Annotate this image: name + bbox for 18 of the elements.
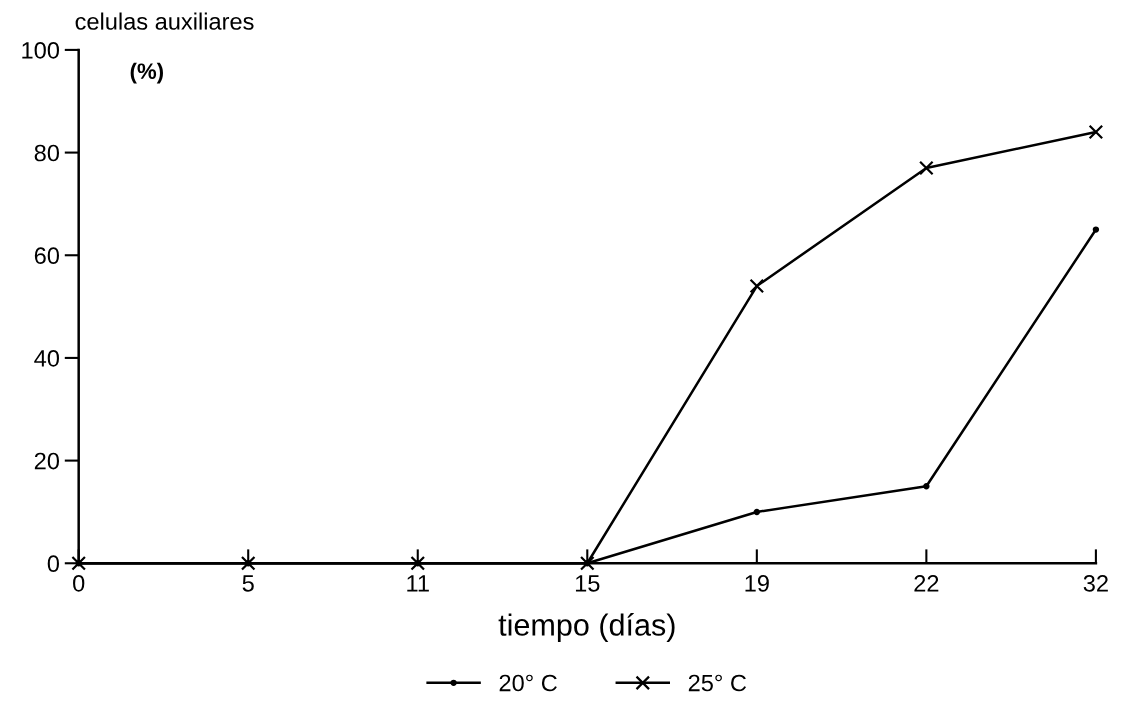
y-tick-label: 80: [34, 144, 60, 162]
legend-label: 20° C: [499, 674, 557, 692]
x-tick-label: 11: [407, 575, 429, 592]
x-tick-label: 0: [73, 575, 85, 592]
x-tick-label: 15: [575, 575, 600, 592]
y-tick-label: 0: [47, 555, 60, 573]
legend-label: 25° C: [688, 674, 747, 692]
y-tick-label: 20: [34, 452, 60, 470]
x-tick-label: 5: [242, 575, 254, 592]
x-tick-label: 32: [1083, 575, 1108, 592]
y-tick-label: 60: [34, 247, 60, 265]
x-tick-label: 19: [745, 575, 769, 592]
y-tick-label: 40: [34, 349, 60, 367]
y-tick-label: 100: [22, 41, 60, 59]
y-axis-title: celulas auxiliares: [75, 12, 254, 30]
annotation: (%): [130, 62, 163, 84]
x-axis-title: tiempo (días): [498, 613, 675, 642]
x-tick-label: 22: [914, 575, 939, 592]
